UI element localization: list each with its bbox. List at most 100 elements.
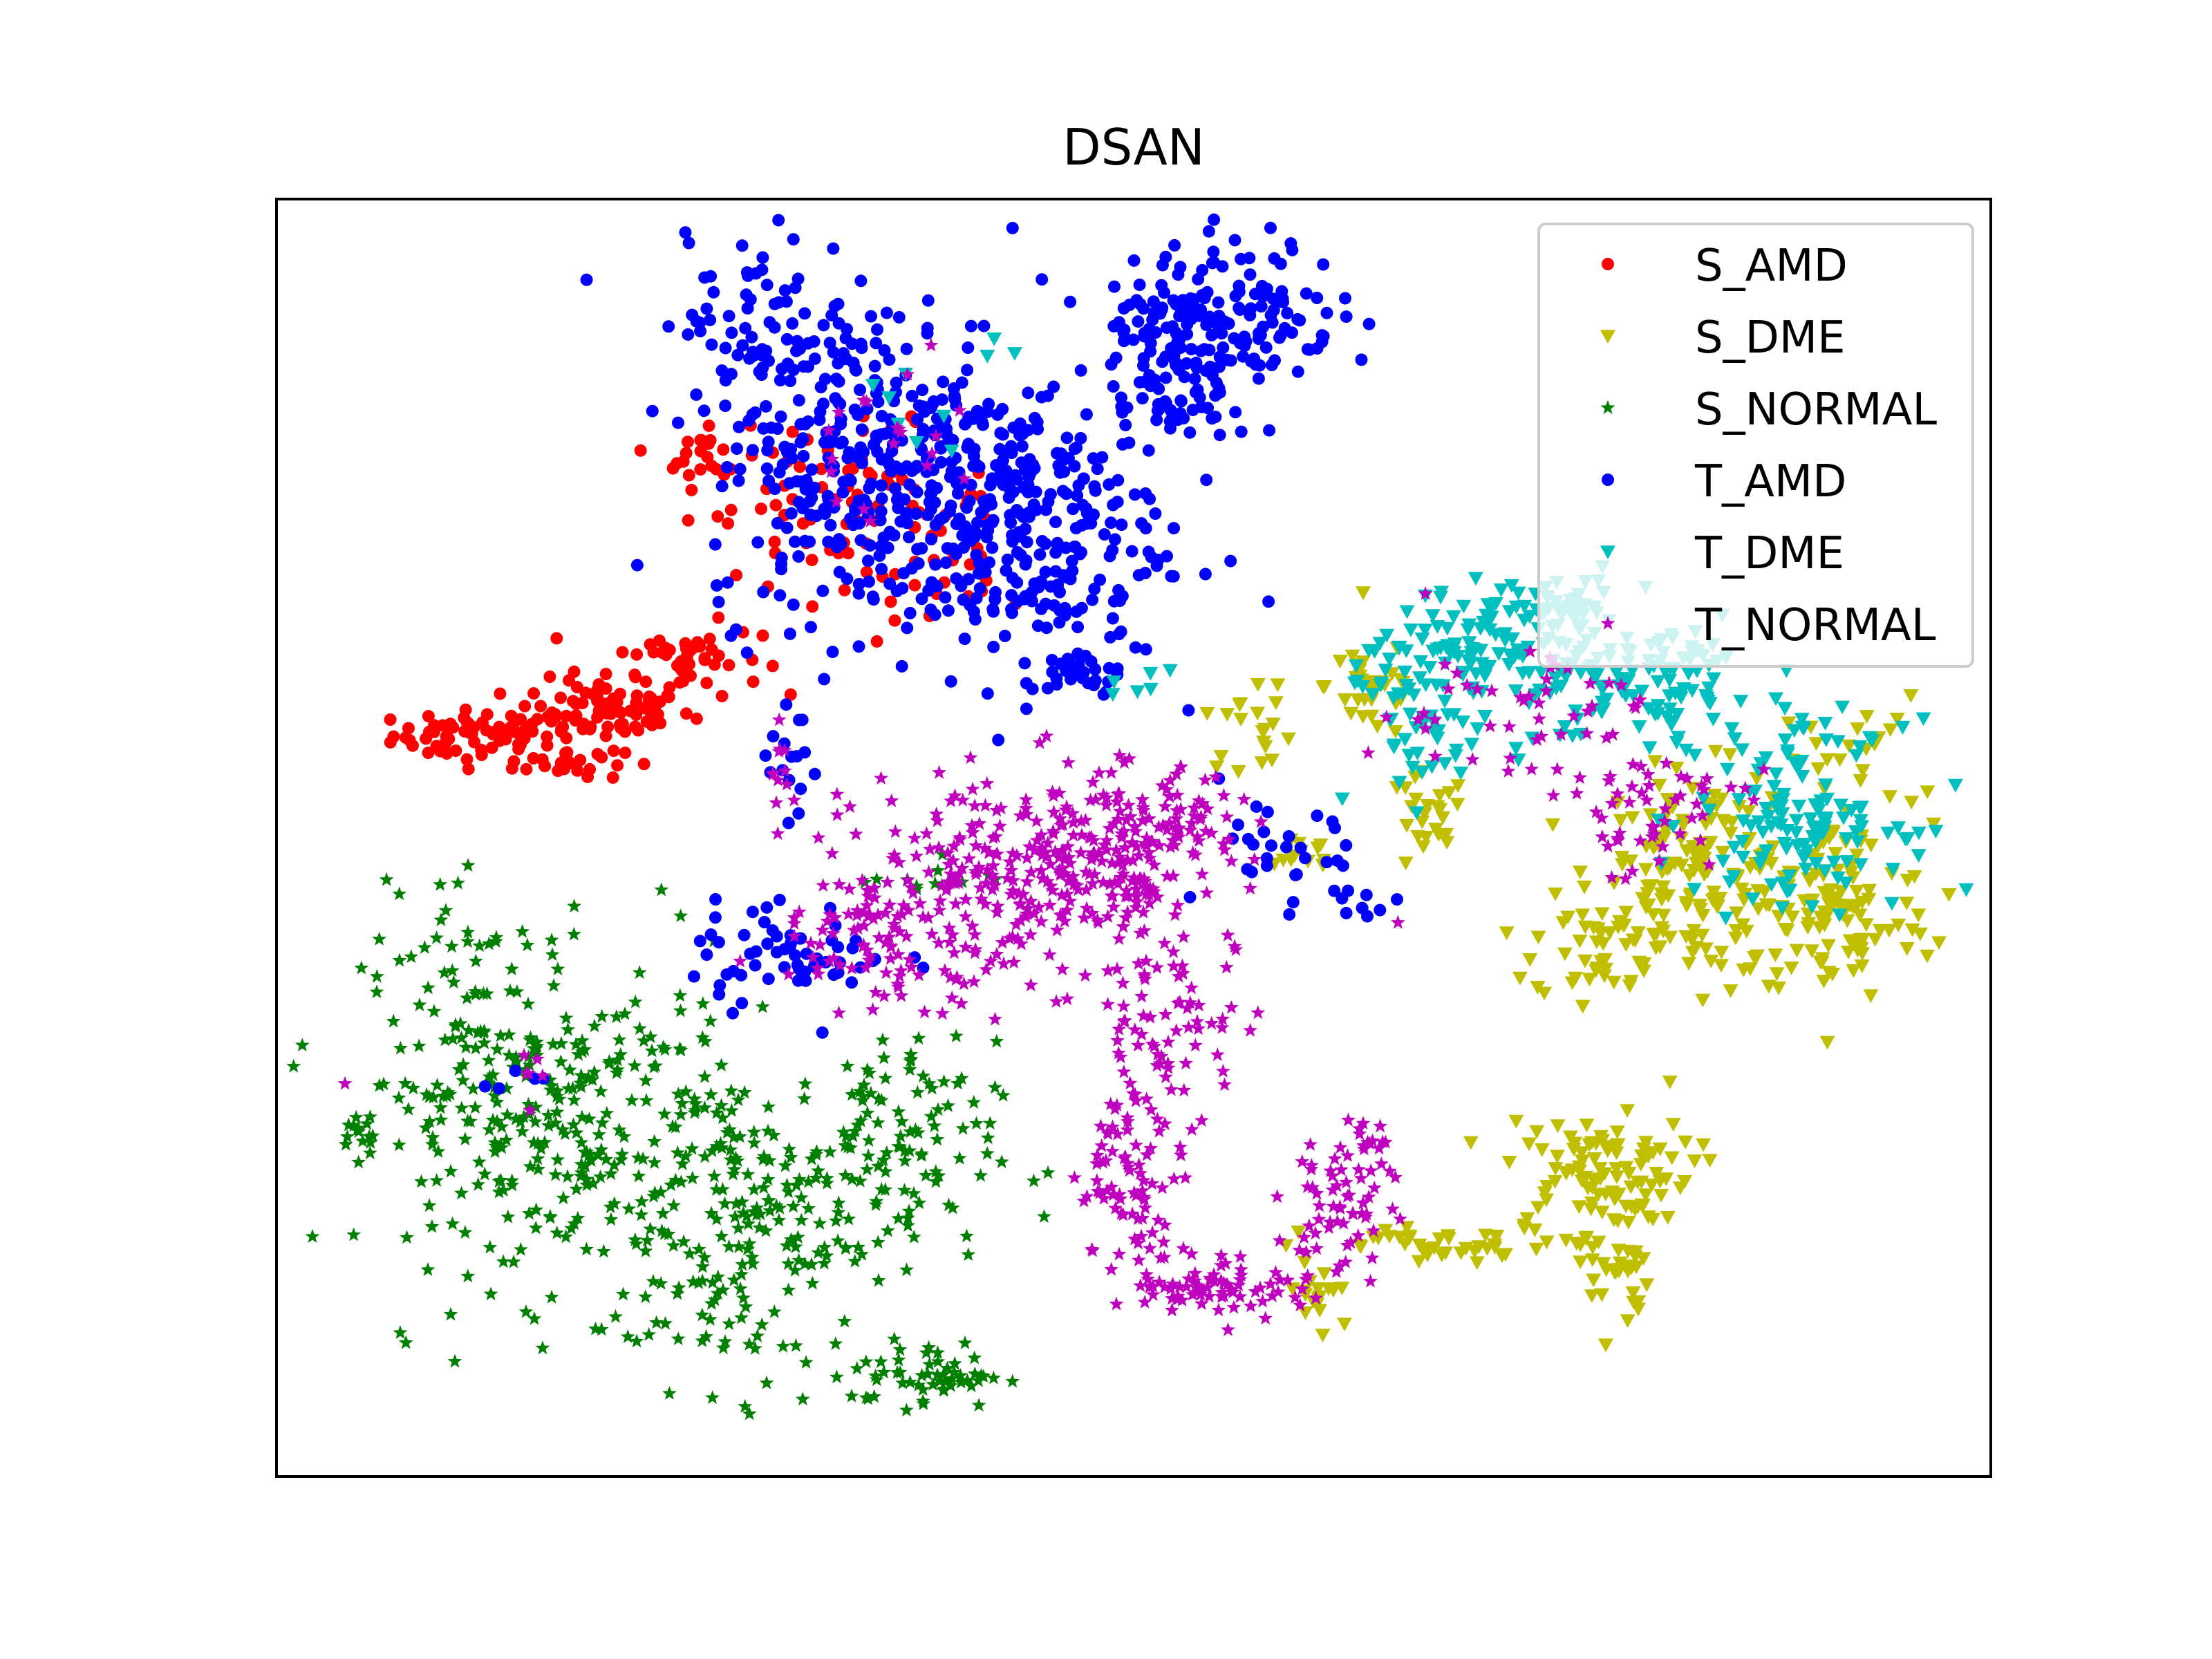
data-point-t-amd (1000, 564, 1013, 577)
data-point-t-normal (1193, 1286, 1208, 1301)
data-point-s-normal (546, 978, 561, 992)
data-point-s-normal (937, 1074, 951, 1088)
data-point-s-dme (1539, 1180, 1555, 1194)
data-point-s-amd (428, 719, 441, 732)
data-point-t-normal (1206, 1267, 1221, 1281)
data-point-s-dme (1841, 739, 1857, 753)
data-point-t-amd (720, 461, 733, 474)
data-point-t-dme (1838, 877, 1854, 891)
data-point-s-normal (722, 1316, 737, 1331)
data-point-t-amd (509, 1065, 522, 1078)
data-point-s-normal (363, 1109, 377, 1123)
data-point-t-amd (1060, 487, 1073, 500)
data-point-t-amd (1012, 526, 1025, 539)
data-point-t-normal (979, 962, 994, 976)
data-point-t-normal (1135, 791, 1150, 806)
data-point-t-normal (1203, 1271, 1217, 1285)
data-point-t-amd (832, 966, 845, 980)
data-point-t-normal (1053, 865, 1069, 879)
data-point-s-normal (742, 1406, 757, 1421)
data-point-s-normal (418, 1120, 433, 1134)
data-point-s-amd (711, 510, 724, 523)
data-point-t-amd (871, 323, 883, 336)
data-point-s-normal (945, 1200, 960, 1215)
data-point-t-amd (1206, 412, 1219, 425)
data-point-s-amd (527, 687, 541, 700)
data-point-s-normal (485, 1067, 500, 1082)
data-point-t-normal (1362, 1136, 1378, 1150)
data-point-t-amd (1020, 554, 1033, 567)
data-point-s-normal (445, 1031, 460, 1045)
data-point-t-normal (1658, 801, 1673, 815)
data-point-s-normal (527, 1311, 542, 1325)
data-point-t-amd (817, 319, 830, 332)
data-point-s-normal (752, 1220, 767, 1235)
data-point-t-normal (1125, 1206, 1140, 1221)
data-point-s-amd (682, 435, 694, 449)
data-point-t-normal (968, 942, 983, 956)
data-point-s-dme (1714, 946, 1730, 959)
data-point-t-amd (1268, 354, 1281, 367)
data-point-s-normal (715, 1282, 731, 1297)
data-point-t-amd (880, 306, 893, 319)
data-point-s-dme (1508, 1114, 1524, 1129)
data-point-t-normal (1112, 1022, 1127, 1035)
data-point-t-amd (892, 491, 905, 504)
data-point-t-amd (1015, 440, 1029, 453)
data-point-s-normal (1027, 1173, 1041, 1188)
data-point-t-normal (1079, 882, 1094, 897)
data-point-t-normal (1020, 901, 1035, 915)
data-point-t-dme (1482, 623, 1498, 637)
data-point-t-normal (942, 875, 957, 890)
data-point-t-dme (1589, 668, 1605, 682)
data-point-s-normal (603, 1166, 619, 1180)
data-point-s-normal (714, 1228, 729, 1243)
data-point-s-normal (447, 1353, 462, 1368)
data-point-s-normal (805, 1275, 820, 1290)
data-point-t-amd (855, 423, 868, 436)
data-point-s-dme (1652, 940, 1668, 955)
data-point-t-normal (1145, 1287, 1161, 1302)
data-point-t-normal (1233, 1262, 1248, 1276)
data-point-t-normal (963, 750, 978, 765)
data-point-t-normal (829, 494, 844, 508)
data-point-s-normal (781, 1256, 796, 1271)
data-point-t-normal (1023, 977, 1038, 992)
data-point-t-normal (986, 858, 1001, 872)
data-point-t-normal (939, 882, 954, 897)
data-point-t-normal (890, 908, 905, 923)
data-point-t-normal (1217, 788, 1231, 802)
data-point-s-dme (1651, 778, 1667, 793)
data-point-s-normal (616, 1286, 630, 1301)
data-point-t-normal (1116, 919, 1131, 933)
data-point-s-dme (1410, 830, 1426, 844)
data-point-s-normal (433, 1112, 449, 1127)
data-point-t-dme (1804, 900, 1820, 915)
data-point-t-normal (1553, 727, 1568, 741)
data-point-s-dme (1645, 908, 1661, 922)
data-point-t-normal (1411, 712, 1425, 726)
data-point-t-normal (1013, 912, 1028, 927)
data-point-t-amd (964, 319, 977, 332)
data-point-t-normal (1501, 763, 1516, 778)
data-point-s-normal (578, 1158, 593, 1172)
data-point-t-normal (1171, 968, 1186, 983)
data-point-s-normal (372, 1078, 387, 1092)
data-point-t-normal (1566, 709, 1582, 722)
data-point-t-dme (1718, 911, 1734, 926)
data-point-s-dme (1815, 952, 1830, 966)
data-point-t-normal (942, 935, 957, 949)
data-point-t-normal (1178, 1170, 1193, 1184)
data-point-t-amd (1326, 815, 1339, 828)
data-point-s-normal (790, 1230, 805, 1244)
data-point-s-normal (391, 1090, 406, 1105)
data-point-s-normal (767, 1304, 782, 1318)
data-point-t-normal (1125, 836, 1140, 850)
data-point-t-normal (856, 937, 871, 951)
data-point-t-normal (1099, 842, 1114, 856)
data-point-s-normal (715, 1182, 730, 1196)
data-point-s-amd (730, 569, 743, 581)
data-point-s-normal (585, 1176, 601, 1190)
data-point-t-normal (943, 969, 958, 984)
